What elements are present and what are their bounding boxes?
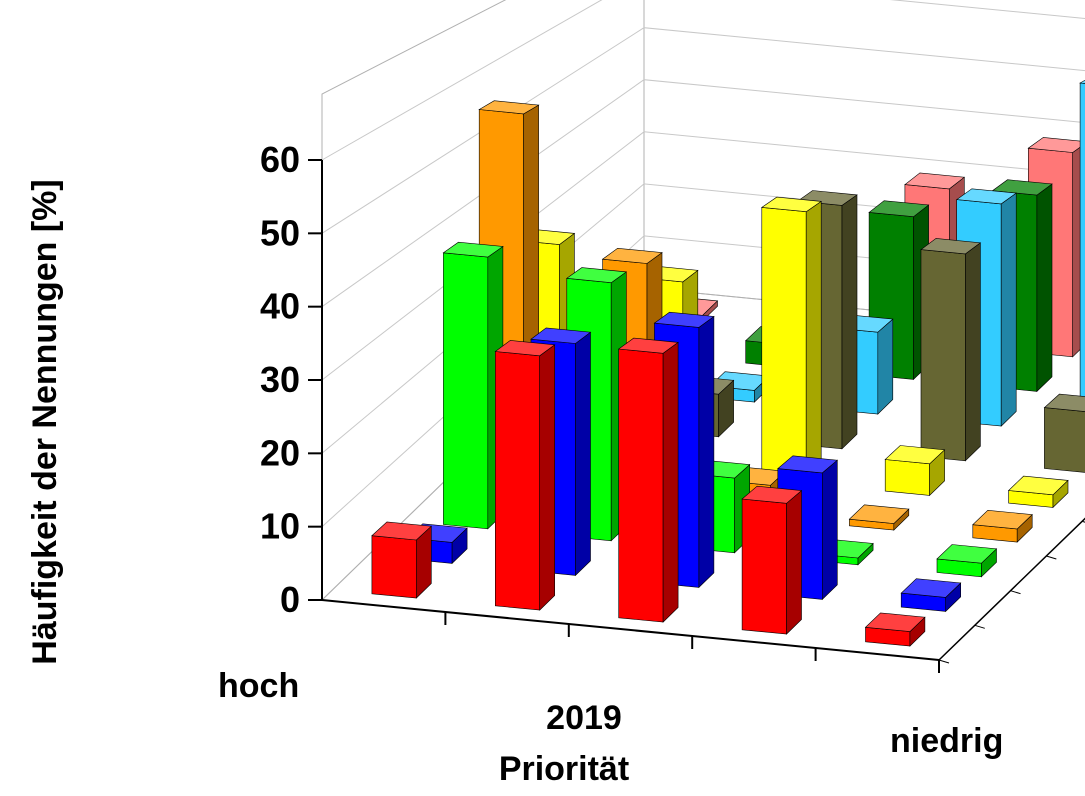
- bar-front: [761, 207, 807, 484]
- bars: [371, 79, 1085, 647]
- bar-top: [653, 311, 715, 328]
- bar-front: [884, 459, 930, 496]
- bar-side: [841, 194, 858, 450]
- bar-top: [442, 241, 504, 258]
- bar: [442, 241, 504, 530]
- depth-tick: [1010, 590, 1021, 595]
- bar-front: [371, 535, 417, 599]
- x-axis-title-year: 2019: [546, 699, 622, 737]
- gridline: [321, 0, 1085, 161]
- bar: [494, 340, 556, 611]
- gridline: [321, 27, 1085, 234]
- bar: [900, 578, 962, 613]
- bar-top: [760, 196, 823, 213]
- bar-top: [864, 612, 926, 632]
- bar-front: [1079, 82, 1085, 435]
- bar-side: [662, 341, 679, 623]
- labels: Häufigkeit der Nennungen [%] hoch 2019 P…: [26, 179, 1003, 788]
- bar: [972, 509, 1033, 543]
- bar: [848, 504, 910, 531]
- bar-top: [920, 238, 982, 255]
- bar-top: [868, 200, 930, 218]
- bar-top: [371, 521, 432, 541]
- bar-top: [741, 485, 803, 504]
- y-tick-label: 50: [260, 212, 300, 253]
- x-axis-title: Priorität: [499, 750, 629, 788]
- bar: [1043, 393, 1085, 473]
- y-axis-title: Häufigkeit der Nennungen [%]: [26, 179, 64, 664]
- bar-side: [1036, 183, 1053, 393]
- x-left-label: hoch: [218, 667, 299, 705]
- bar-top: [617, 337, 679, 354]
- bar-top: [777, 455, 839, 474]
- depth-axis-line: [938, 517, 1085, 661]
- y-tick-label: 40: [260, 286, 300, 327]
- bar-front: [741, 498, 787, 635]
- x-right-label: niedrig: [890, 722, 1003, 760]
- bar-top: [972, 509, 1033, 530]
- bar-top: [904, 172, 966, 190]
- bar-side: [698, 315, 715, 589]
- bar-top: [601, 247, 663, 264]
- bar: [1007, 475, 1069, 509]
- bar-top: [494, 340, 556, 357]
- bar-front: [1044, 407, 1085, 473]
- bar-front: [494, 351, 541, 611]
- bar-top: [848, 504, 910, 524]
- bar-top: [955, 188, 1018, 205]
- y-tick-label: 60: [260, 139, 300, 180]
- bar-side: [1000, 192, 1017, 427]
- y-tick-label: 0: [280, 579, 300, 620]
- bar-side: [965, 242, 981, 462]
- bar-top: [530, 327, 592, 344]
- bar-front: [920, 249, 966, 462]
- bar-front: [443, 252, 489, 530]
- depth-tick: [1046, 555, 1057, 560]
- bar-top: [1027, 137, 1085, 153]
- bar: [617, 337, 679, 623]
- bar-top: [1007, 475, 1069, 496]
- bar-top: [936, 544, 998, 564]
- bar: [864, 612, 926, 647]
- y-tick-label: 10: [260, 506, 300, 547]
- depth-tick: [1081, 520, 1085, 523]
- bar: [1079, 79, 1085, 435]
- bar-top: [991, 179, 1053, 196]
- y-tick-label: 20: [260, 432, 300, 473]
- x-axis-line: [321, 599, 940, 661]
- depth-tick: [974, 624, 985, 629]
- bar: [920, 238, 982, 462]
- bar-side: [805, 200, 822, 485]
- depth-tick: [938, 659, 950, 664]
- bar-side: [539, 344, 556, 611]
- bar: [936, 544, 998, 578]
- bar-side: [786, 489, 802, 635]
- bar: [884, 445, 946, 497]
- bar: [760, 196, 823, 485]
- gridlines: [321, 0, 1085, 528]
- bar-top: [478, 100, 540, 115]
- gridline: [321, 79, 1085, 308]
- bar-top: [565, 267, 628, 284]
- bar: [371, 521, 432, 599]
- bar-top: [884, 445, 946, 465]
- bar-top: [1043, 393, 1085, 412]
- axes: 0 10 20 30 40 50 60: [260, 139, 1085, 673]
- bar-top: [1079, 79, 1085, 84]
- bar-front: [618, 348, 664, 623]
- bar-side: [877, 318, 894, 415]
- bar-side: [575, 331, 591, 577]
- bar: [741, 485, 803, 635]
- y-tick-label: 30: [260, 359, 300, 400]
- bar-top: [900, 578, 962, 598]
- bar-side: [821, 459, 838, 601]
